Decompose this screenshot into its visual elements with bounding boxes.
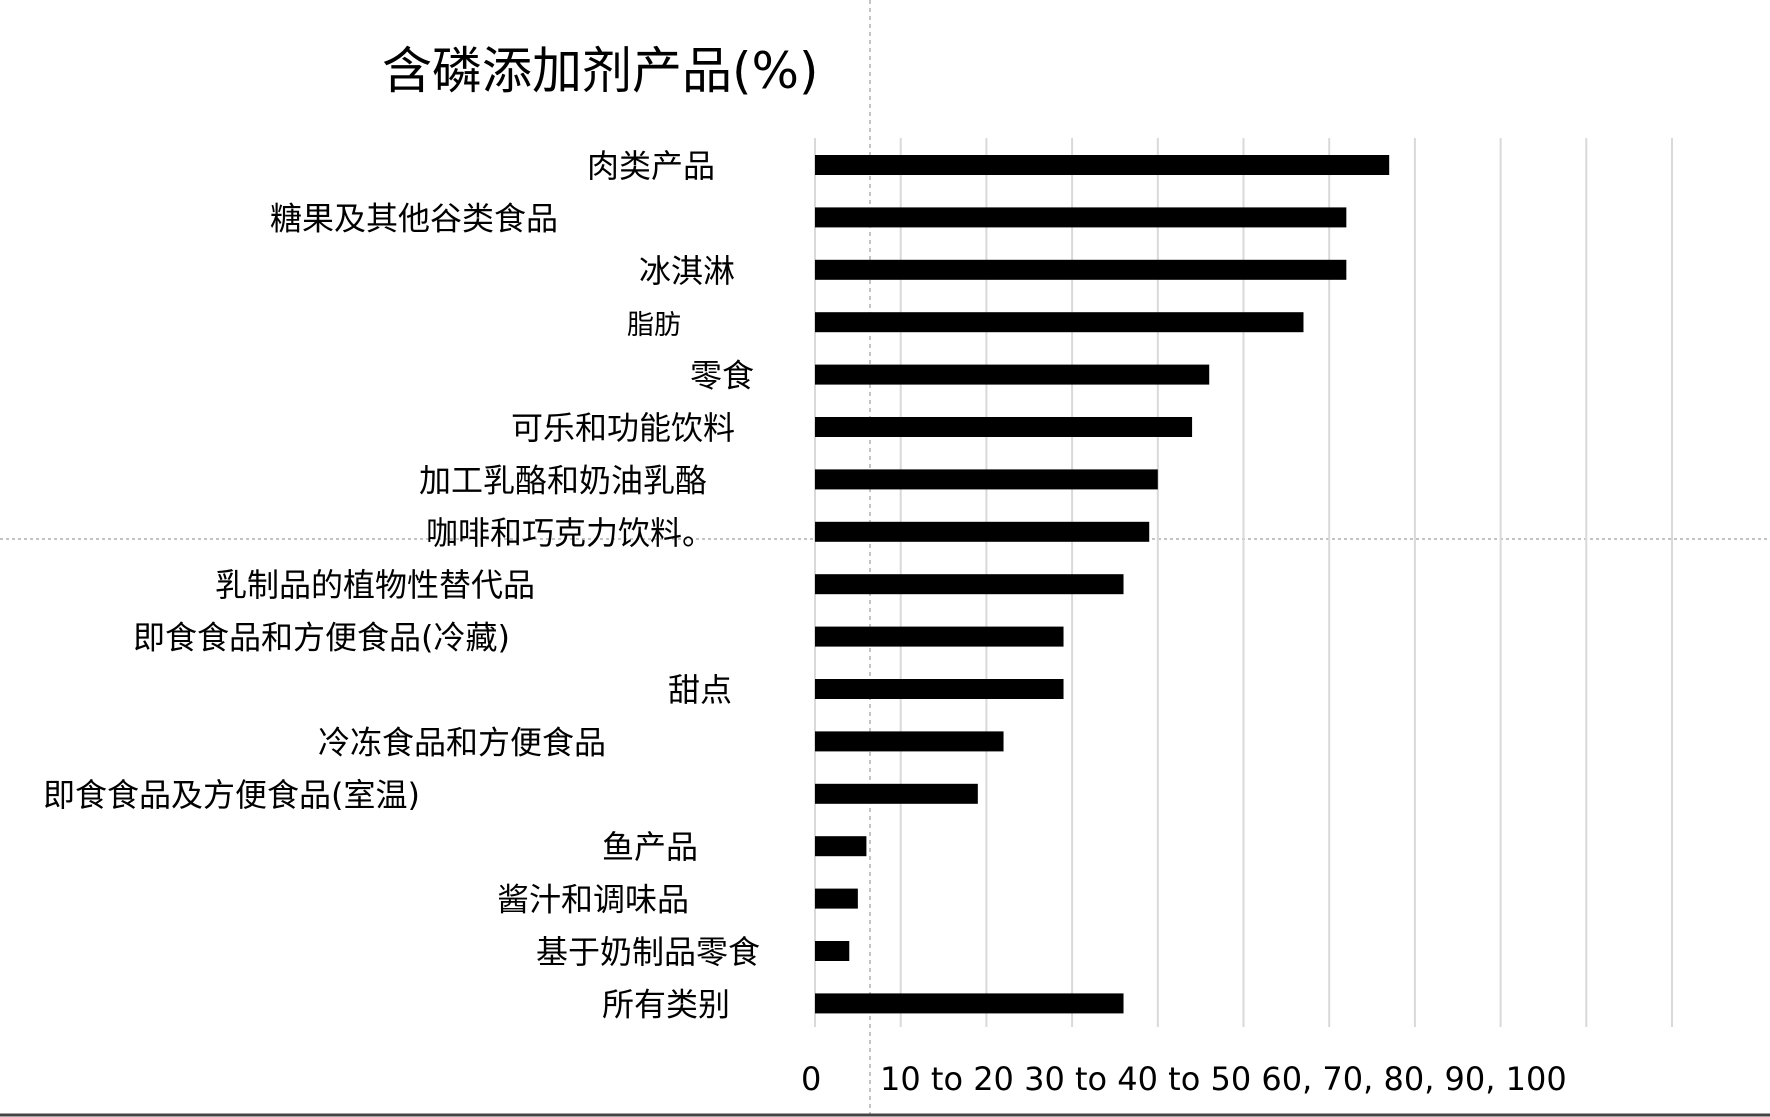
bar [815, 626, 1064, 647]
bar [815, 469, 1158, 490]
category-label: 即食食品及方便食品(室温) [43, 776, 420, 814]
x-tick-labels: 10 to 20 30 to 40 to 50 60, 70, 80, 90, … [880, 1060, 1567, 1098]
category-label: 肉类产品 [587, 147, 715, 185]
bar [815, 364, 1210, 385]
category-label: 脂肪 [627, 310, 681, 341]
x-tick-label-0: 0 [801, 1060, 821, 1098]
category-label: 酱汁和调味品 [497, 881, 689, 919]
category-label: 冰淇淋 [639, 252, 735, 290]
bar [815, 259, 1347, 280]
category-label: 基于奶制品零食 [536, 933, 760, 971]
bar [815, 155, 1390, 175]
bar [815, 417, 1193, 437]
bar [815, 783, 978, 804]
category-label: 乳制品的植物性替代品 [215, 566, 535, 604]
category-label: 糖果及其他谷类食品 [270, 199, 558, 237]
bar [815, 731, 1004, 752]
bar [815, 888, 858, 909]
bar [815, 679, 1064, 699]
category-label: 加工乳酪和奶油乳酪 [419, 461, 707, 499]
bar [815, 521, 1150, 542]
category-label: 甜点 [668, 671, 732, 709]
category-label: 即食食品和方便食品(冷藏) [133, 619, 510, 657]
bar [815, 993, 1124, 1014]
bar [815, 574, 1124, 595]
category-label: 零食 [690, 357, 754, 395]
category-label: 咖啡和巧克力饮料。 [426, 514, 714, 552]
category-label: 可乐和功能饮料 [511, 409, 735, 447]
bar [815, 941, 850, 961]
chart-title: 含磷添加剂产品(%) [382, 42, 819, 100]
bar [815, 836, 867, 857]
category-label: 冷冻食品和方便食品 [318, 723, 606, 761]
category-label: 所有类别 [602, 985, 730, 1023]
bar [815, 207, 1347, 228]
bar [815, 312, 1304, 333]
category-label: 鱼产品 [602, 828, 698, 866]
